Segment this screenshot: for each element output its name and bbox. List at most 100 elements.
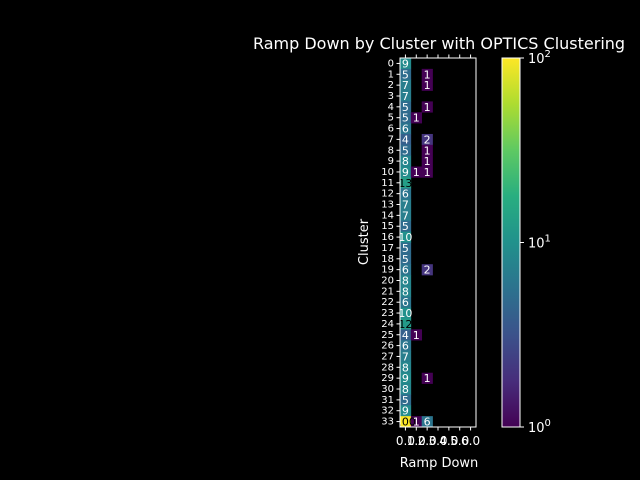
heatmap-cell — [400, 318, 412, 330]
cell-value-label: 8 — [402, 285, 409, 298]
y-tick-label: 23 — [381, 308, 394, 319]
cell-value-label: 4 — [402, 329, 409, 342]
cell-value-label: 9 — [402, 405, 409, 418]
heatmap-cell — [400, 329, 412, 341]
x-tick-label: 4.0 — [439, 434, 458, 448]
cell-value-label: 4 — [402, 133, 409, 146]
cell-value-label: 6 — [402, 296, 409, 309]
heatmap-cell — [421, 144, 433, 156]
y-tick-label: 2 — [388, 80, 394, 91]
y-tick-label: 24 — [381, 319, 394, 330]
x-tick-label: 1.0 — [407, 434, 426, 448]
x-tick-label: 5.0 — [450, 434, 469, 448]
cell-value-label: 1 — [424, 155, 431, 168]
heatmap-cell — [400, 351, 412, 363]
y-tick-label: 22 — [381, 297, 394, 308]
heatmap-cell — [400, 155, 412, 167]
heatmap-cell — [400, 372, 412, 384]
cell-value-label: 8 — [402, 155, 409, 168]
y-tick-label: 17 — [381, 243, 394, 254]
cell-value-label: 7 — [402, 90, 409, 103]
heatmap-cell — [421, 372, 433, 384]
heatmap-cell — [421, 264, 433, 276]
x-axis-label: Ramp Down — [400, 456, 479, 471]
heatmap-cell — [400, 101, 412, 113]
heatmap-cell — [400, 307, 412, 319]
cell-value-label: 1 — [424, 68, 431, 81]
cell-value-label: 9 — [402, 166, 409, 179]
cell-value-label: 5 — [402, 112, 409, 125]
y-tick-label: 32 — [381, 406, 394, 417]
heatmap-cell — [400, 68, 412, 81]
x-axis-ticks: 0.01.02.03.04.05.06.0 — [396, 54, 480, 448]
heatmap-cell — [400, 242, 412, 254]
heatmap-cell — [400, 340, 412, 352]
y-tick-label: 14 — [381, 210, 394, 221]
heatmap-cell — [421, 416, 433, 428]
cell-value-label: 7 — [402, 199, 409, 212]
cell-value-label: 1 — [413, 329, 420, 342]
y-tick-label: 21 — [381, 286, 394, 297]
heatmap-cell — [410, 329, 423, 341]
cell-value-label: 2 — [424, 264, 431, 277]
cell-value-label: 1 — [413, 112, 420, 125]
colorbar-tick-label: 101 — [528, 234, 551, 252]
heatmap-cell — [421, 133, 433, 146]
y-tick-label: 20 — [381, 275, 394, 286]
x-tick-label: 2.0 — [418, 434, 437, 448]
y-tick-label: 11 — [381, 178, 394, 189]
y-tick-label: 6 — [388, 124, 394, 135]
cell-value-label: 1 — [413, 416, 420, 429]
heatmap-cell — [421, 79, 433, 91]
cell-value-label: 5 — [402, 68, 409, 81]
y-tick-label: 27 — [381, 351, 394, 362]
colorbar-tick-label: 100 — [528, 418, 551, 436]
cell-value-label: 7 — [402, 209, 409, 222]
y-tick-label: 19 — [381, 265, 394, 276]
cell-value-label: 5 — [402, 253, 409, 266]
heatmap-cell — [421, 155, 433, 167]
colorbar-tick-label: 102 — [528, 49, 551, 67]
heatmap-cell — [421, 101, 433, 113]
y-tick-label: 12 — [381, 189, 394, 200]
cell-value-label: 5 — [402, 242, 409, 255]
y-tick-label: 1 — [388, 69, 394, 80]
cell-value-label: 6 — [402, 340, 409, 353]
y-tick-label: 31 — [381, 395, 394, 406]
cell-value-label: 9 — [402, 372, 409, 385]
heatmap-cell — [400, 275, 412, 287]
x-tick-label: 3.0 — [428, 434, 447, 448]
heatmap-cell — [421, 68, 433, 81]
x-tick-label: 0.0 — [396, 434, 415, 448]
cell-value-label: 10 — [398, 307, 412, 320]
y-tick-label: 10 — [381, 167, 394, 178]
cell-value-label: 12 — [398, 318, 412, 331]
y-tick-label: 26 — [381, 341, 394, 352]
y-tick-label: 7 — [388, 134, 394, 145]
heatmap-cell — [400, 253, 412, 265]
y-axis-ticks: 0123456789101112131415161718192021222324… — [381, 58, 400, 428]
heatmap-cell — [400, 188, 412, 200]
heatmap-cell — [400, 220, 412, 232]
heatmap-cell — [400, 416, 412, 428]
y-tick-label: 29 — [381, 373, 394, 384]
cell-value-label: 5 — [402, 101, 409, 114]
heatmap-cell — [400, 296, 412, 308]
heatmap-cell — [400, 405, 412, 417]
cell-value-label: 1 — [424, 101, 431, 114]
cell-value-label: 10 — [398, 231, 412, 244]
heatmap-cell — [410, 416, 423, 428]
y-tick-label: 9 — [388, 156, 394, 167]
heatmap-cell — [400, 112, 412, 124]
y-tick-label: 13 — [381, 200, 394, 211]
heatmap-cell — [400, 58, 412, 70]
y-tick-label: 15 — [381, 221, 394, 232]
cell-value-label: 13 — [398, 177, 412, 190]
cell-value-label: 5 — [402, 144, 409, 157]
cell-value-label: 6 — [424, 416, 431, 429]
heatmap-cell — [400, 264, 412, 276]
heatmap-cell — [400, 285, 412, 298]
heatmap-cell — [400, 79, 412, 91]
heatmap-cell — [400, 144, 412, 156]
